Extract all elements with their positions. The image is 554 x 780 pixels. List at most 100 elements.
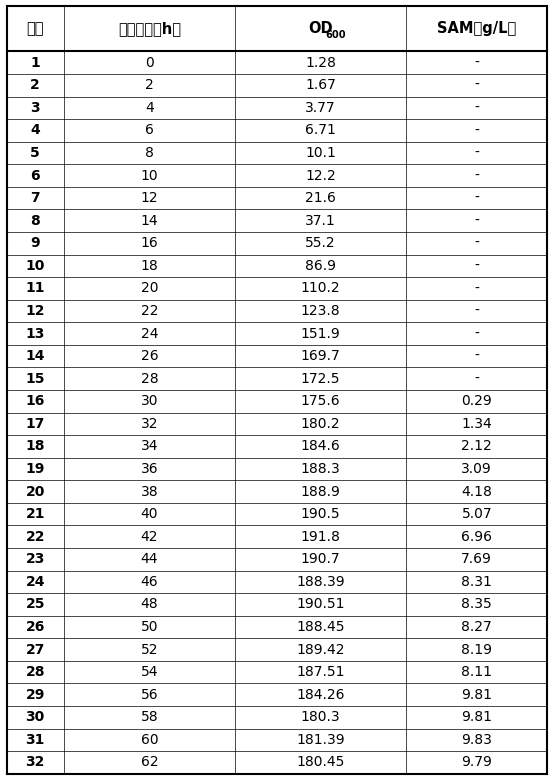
Text: 6.71: 6.71 <box>305 123 336 137</box>
Text: 123.8: 123.8 <box>301 304 340 318</box>
Text: 30: 30 <box>25 711 45 725</box>
Text: 8.11: 8.11 <box>461 665 493 679</box>
Text: 10: 10 <box>25 259 45 273</box>
Text: 9.83: 9.83 <box>461 733 492 747</box>
Text: 10: 10 <box>141 168 158 183</box>
Text: 3: 3 <box>30 101 40 115</box>
Text: 25: 25 <box>25 597 45 612</box>
Text: 42: 42 <box>141 530 158 544</box>
Text: 30: 30 <box>141 395 158 409</box>
Text: 190.51: 190.51 <box>296 597 345 612</box>
Text: 9.79: 9.79 <box>461 756 492 770</box>
Text: 1: 1 <box>30 55 40 69</box>
Text: 58: 58 <box>141 711 158 725</box>
Text: 15: 15 <box>25 372 45 386</box>
Text: 24: 24 <box>141 327 158 341</box>
Text: 32: 32 <box>141 417 158 431</box>
Text: 0.29: 0.29 <box>461 395 492 409</box>
Text: 188.3: 188.3 <box>301 462 340 476</box>
Text: 12: 12 <box>141 191 158 205</box>
Text: 9.81: 9.81 <box>461 711 493 725</box>
Text: 23: 23 <box>25 552 45 566</box>
Text: 16: 16 <box>141 236 158 250</box>
Text: -: - <box>474 101 479 115</box>
Text: 3.77: 3.77 <box>305 101 336 115</box>
Text: -: - <box>474 123 479 137</box>
Text: 20: 20 <box>25 484 45 498</box>
Text: 172.5: 172.5 <box>301 372 340 386</box>
Text: 180.3: 180.3 <box>301 711 340 725</box>
Text: 36: 36 <box>141 462 158 476</box>
Text: 190.7: 190.7 <box>301 552 340 566</box>
Text: 8: 8 <box>145 146 154 160</box>
Text: 10.1: 10.1 <box>305 146 336 160</box>
Text: 8.19: 8.19 <box>461 643 493 657</box>
Text: 18: 18 <box>141 259 158 273</box>
Text: 4: 4 <box>30 123 40 137</box>
Text: 1.67: 1.67 <box>305 78 336 92</box>
Text: 38: 38 <box>141 484 158 498</box>
Text: 1.34: 1.34 <box>461 417 492 431</box>
Text: 26: 26 <box>25 620 45 634</box>
Text: 26: 26 <box>141 349 158 363</box>
Text: 37.1: 37.1 <box>305 214 336 228</box>
Text: 188.9: 188.9 <box>301 484 341 498</box>
Text: 55.2: 55.2 <box>305 236 336 250</box>
Text: 54: 54 <box>141 665 158 679</box>
Text: -: - <box>474 282 479 296</box>
Text: 14: 14 <box>141 214 158 228</box>
Text: 7.69: 7.69 <box>461 552 492 566</box>
Text: 169.7: 169.7 <box>301 349 340 363</box>
Text: 3.09: 3.09 <box>461 462 492 476</box>
Text: 20: 20 <box>141 282 158 296</box>
Text: 110.2: 110.2 <box>301 282 340 296</box>
Text: 27: 27 <box>25 643 45 657</box>
Text: 56: 56 <box>141 688 158 702</box>
Text: 175.6: 175.6 <box>301 395 340 409</box>
Text: 181.39: 181.39 <box>296 733 345 747</box>
Text: 46: 46 <box>141 575 158 589</box>
Text: -: - <box>474 327 479 341</box>
Text: -: - <box>474 214 479 228</box>
Text: 7: 7 <box>30 191 40 205</box>
Text: 40: 40 <box>141 507 158 521</box>
Text: 21: 21 <box>25 507 45 521</box>
Text: 11: 11 <box>25 282 45 296</box>
Text: 8.31: 8.31 <box>461 575 492 589</box>
Text: 9.81: 9.81 <box>461 688 493 702</box>
Text: -: - <box>474 168 479 183</box>
Text: 187.51: 187.51 <box>296 665 345 679</box>
Text: 6: 6 <box>30 168 40 183</box>
Text: 28: 28 <box>25 665 45 679</box>
Text: 22: 22 <box>25 530 45 544</box>
Text: -: - <box>474 372 479 386</box>
Text: SAM（g/L）: SAM（g/L） <box>437 21 516 37</box>
Text: 6.96: 6.96 <box>461 530 493 544</box>
Text: 188.45: 188.45 <box>296 620 345 634</box>
Text: 5.07: 5.07 <box>461 507 492 521</box>
Text: 8.35: 8.35 <box>461 597 492 612</box>
Text: -: - <box>474 304 479 318</box>
Text: 2: 2 <box>145 78 153 92</box>
Text: 发酵时间（h）: 发酵时间（h） <box>118 21 181 37</box>
Text: 50: 50 <box>141 620 158 634</box>
Text: 13: 13 <box>25 327 45 341</box>
Text: 18: 18 <box>25 439 45 453</box>
Text: 12.2: 12.2 <box>305 168 336 183</box>
Text: 60: 60 <box>141 733 158 747</box>
Text: 4: 4 <box>145 101 153 115</box>
Text: 19: 19 <box>25 462 45 476</box>
Text: 16: 16 <box>25 395 45 409</box>
Text: 184.6: 184.6 <box>301 439 340 453</box>
Text: 44: 44 <box>141 552 158 566</box>
Text: -: - <box>474 236 479 250</box>
Text: -: - <box>474 55 479 69</box>
Text: 184.26: 184.26 <box>296 688 345 702</box>
Text: 24: 24 <box>25 575 45 589</box>
Text: 2.12: 2.12 <box>461 439 492 453</box>
Text: 48: 48 <box>141 597 158 612</box>
Text: 17: 17 <box>25 417 45 431</box>
Text: 5: 5 <box>30 146 40 160</box>
Text: 189.42: 189.42 <box>296 643 345 657</box>
Text: 4.18: 4.18 <box>461 484 492 498</box>
